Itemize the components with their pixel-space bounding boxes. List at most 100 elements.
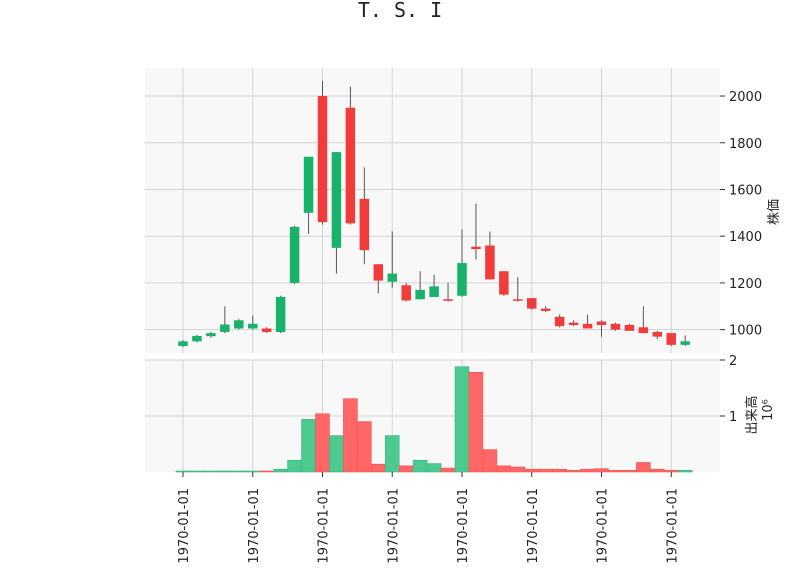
volume-bar	[608, 470, 623, 473]
candle	[568, 320, 579, 327]
volume-bar	[287, 459, 302, 473]
volume-bars	[175, 366, 693, 473]
candle-body	[178, 341, 188, 346]
price-tick-label: 1800	[729, 137, 762, 152]
candle-body	[596, 321, 607, 325]
volume-bar	[538, 468, 553, 473]
volume-bar	[426, 463, 442, 473]
candle	[373, 264, 384, 294]
candle-body	[610, 323, 621, 330]
candle	[275, 295, 286, 334]
candle-body	[234, 320, 244, 329]
candle	[499, 271, 509, 296]
candle	[415, 271, 425, 300]
candle-body	[303, 156, 314, 213]
candle-body	[373, 264, 384, 281]
price-candles	[178, 80, 690, 348]
volume-bar	[594, 468, 609, 473]
candle-body	[457, 263, 467, 296]
volume-bar	[343, 398, 358, 473]
volume-bar	[357, 421, 372, 473]
price-tick-label: 1400	[729, 230, 762, 245]
volume-axis-scale-label: 10⁶	[761, 399, 776, 421]
candle	[624, 323, 635, 331]
candle-body	[680, 341, 690, 345]
candle-body	[261, 328, 272, 332]
candle	[220, 306, 230, 334]
candle-body	[527, 298, 537, 309]
volume-bar	[384, 435, 400, 473]
volume-bar	[245, 470, 261, 473]
candle	[401, 282, 411, 302]
x-tick-label: 1970-01-01	[596, 488, 611, 564]
candle-body	[429, 286, 439, 297]
candle	[317, 80, 328, 225]
candle-body	[206, 333, 216, 337]
candle	[666, 333, 676, 346]
volume-bar	[189, 470, 205, 473]
price-tick-label: 1000	[729, 324, 762, 339]
volume-bar	[231, 470, 247, 473]
volume-bar	[315, 413, 330, 473]
candle-body	[666, 333, 676, 345]
candle-body	[513, 299, 523, 301]
candle-body	[275, 296, 286, 332]
volume-bar	[650, 468, 665, 473]
candle-body	[485, 245, 495, 280]
candle-body	[331, 152, 342, 248]
volume-axis-label: 出来高	[744, 395, 760, 434]
x-tick-label: 1970-01-01	[456, 488, 471, 564]
candle-body	[568, 322, 579, 325]
volume-bar	[636, 462, 651, 473]
x-tick-label: 1970-01-01	[386, 488, 401, 564]
candle-body	[540, 308, 551, 311]
candle-body	[359, 198, 370, 251]
candle	[248, 315, 258, 330]
candle	[610, 322, 621, 331]
volume-bar	[482, 449, 498, 473]
candle	[527, 298, 537, 310]
volume-tick-label: 1	[729, 410, 737, 425]
candle	[345, 86, 356, 225]
volume-bar	[677, 470, 693, 473]
candle	[429, 274, 439, 297]
candle	[513, 277, 523, 302]
volume-bar	[510, 466, 526, 473]
candle-body	[415, 289, 425, 300]
price-axis-label: 株価	[767, 199, 782, 225]
volume-bar	[468, 372, 484, 473]
candle	[471, 203, 481, 260]
candle-body	[317, 96, 328, 223]
volume-bar	[301, 419, 316, 473]
candle-body	[471, 246, 481, 250]
candle-body	[499, 271, 509, 295]
volume-bar	[273, 468, 288, 473]
candle	[680, 335, 690, 346]
candle-body	[401, 285, 411, 301]
candle	[261, 327, 272, 334]
candle	[638, 306, 649, 334]
candle-body	[638, 327, 649, 334]
volume-bar	[663, 470, 679, 473]
candle-body	[652, 331, 663, 337]
candle-body	[443, 299, 453, 301]
candle	[206, 331, 216, 338]
x-tick-label: 1970-01-01	[317, 488, 332, 564]
volume-bar	[496, 465, 512, 473]
volume-bar	[217, 470, 233, 473]
candle	[485, 231, 495, 280]
price-panel-background	[145, 68, 720, 353]
candle	[652, 330, 663, 339]
candle-body	[554, 316, 565, 327]
candle	[289, 225, 300, 285]
volume-bar	[398, 465, 414, 473]
volume-bar	[203, 470, 219, 473]
x-tick-label: 1970-01-01	[177, 488, 192, 564]
x-tick-label: 1970-01-01	[526, 488, 541, 564]
candle-body	[192, 335, 202, 342]
volume-bar	[329, 435, 344, 473]
candle	[234, 319, 244, 330]
candle-body	[248, 323, 258, 329]
